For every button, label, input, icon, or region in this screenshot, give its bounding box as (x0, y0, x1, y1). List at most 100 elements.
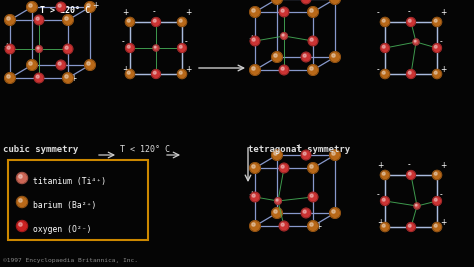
Circle shape (154, 19, 156, 22)
Circle shape (65, 75, 68, 78)
Circle shape (279, 163, 289, 173)
Circle shape (303, 152, 306, 155)
Circle shape (432, 17, 442, 27)
Circle shape (63, 44, 73, 54)
Circle shape (18, 175, 22, 178)
Circle shape (329, 0, 340, 4)
Circle shape (250, 36, 260, 46)
Circle shape (252, 9, 255, 12)
Circle shape (434, 19, 437, 22)
Circle shape (7, 17, 10, 20)
Circle shape (383, 198, 385, 201)
Circle shape (301, 52, 311, 62)
Circle shape (252, 38, 255, 41)
Text: -: - (377, 8, 380, 17)
Text: -: - (337, 0, 340, 2)
Circle shape (308, 65, 319, 75)
Circle shape (433, 197, 441, 205)
Circle shape (128, 45, 130, 48)
Circle shape (17, 221, 27, 231)
Circle shape (276, 199, 278, 201)
Text: +: + (248, 190, 255, 199)
Text: barium (Ba²⁺): barium (Ba²⁺) (33, 201, 96, 210)
Circle shape (382, 71, 385, 74)
Circle shape (408, 19, 411, 22)
Text: +: + (377, 161, 383, 170)
Circle shape (154, 46, 156, 48)
Text: -: - (185, 37, 188, 46)
Text: +: + (440, 65, 447, 74)
Circle shape (281, 9, 284, 12)
Circle shape (29, 62, 32, 65)
Circle shape (281, 33, 287, 39)
Circle shape (250, 7, 260, 17)
Circle shape (27, 2, 37, 12)
Circle shape (274, 54, 277, 57)
Circle shape (250, 163, 260, 173)
Text: T > 120° C: T > 120° C (40, 6, 90, 15)
Circle shape (308, 163, 319, 173)
Circle shape (310, 38, 313, 41)
Circle shape (407, 70, 415, 78)
Circle shape (407, 171, 415, 179)
Circle shape (63, 15, 73, 25)
Circle shape (383, 45, 385, 48)
Circle shape (152, 70, 160, 78)
Text: +: + (122, 8, 128, 17)
Circle shape (5, 15, 15, 25)
Circle shape (415, 204, 417, 206)
Circle shape (85, 2, 95, 12)
Circle shape (7, 46, 10, 49)
Circle shape (153, 45, 159, 51)
Text: +: + (440, 8, 447, 17)
Circle shape (408, 172, 411, 175)
Circle shape (252, 67, 255, 70)
Text: -: - (377, 190, 380, 199)
Circle shape (329, 208, 340, 218)
Circle shape (34, 15, 44, 25)
Text: -: - (408, 7, 411, 16)
Circle shape (434, 71, 437, 74)
Circle shape (179, 19, 182, 22)
Circle shape (414, 40, 416, 42)
Circle shape (5, 44, 15, 54)
Circle shape (434, 45, 437, 48)
Circle shape (127, 19, 130, 22)
Text: ©1997 Encyclopaedia Britannica, Inc.: ©1997 Encyclopaedia Britannica, Inc. (3, 258, 138, 263)
Circle shape (432, 170, 442, 180)
Text: -: - (153, 71, 156, 80)
Circle shape (434, 198, 437, 201)
Circle shape (434, 224, 437, 227)
Circle shape (177, 69, 187, 78)
Circle shape (179, 45, 182, 48)
Circle shape (382, 172, 385, 175)
Circle shape (433, 44, 441, 52)
Circle shape (250, 65, 260, 75)
Circle shape (381, 222, 390, 231)
Circle shape (29, 4, 32, 7)
Circle shape (272, 150, 283, 160)
Circle shape (250, 192, 260, 202)
Circle shape (432, 222, 442, 231)
Circle shape (332, 210, 335, 213)
Circle shape (179, 71, 182, 74)
Circle shape (27, 60, 37, 70)
Circle shape (252, 194, 255, 197)
Circle shape (434, 172, 437, 175)
Circle shape (301, 150, 311, 160)
Circle shape (85, 60, 95, 70)
Text: +: + (185, 8, 191, 17)
Circle shape (301, 0, 311, 4)
Circle shape (332, 54, 335, 57)
Text: -: - (408, 71, 411, 80)
Circle shape (274, 152, 277, 155)
Circle shape (34, 73, 44, 83)
Circle shape (310, 9, 313, 12)
Circle shape (413, 39, 419, 45)
Circle shape (381, 197, 390, 205)
Circle shape (274, 210, 277, 213)
Circle shape (329, 150, 340, 160)
Text: tetragonal symmetry: tetragonal symmetry (248, 145, 350, 154)
Text: T < 120° C: T < 120° C (120, 145, 170, 154)
Circle shape (281, 67, 284, 70)
